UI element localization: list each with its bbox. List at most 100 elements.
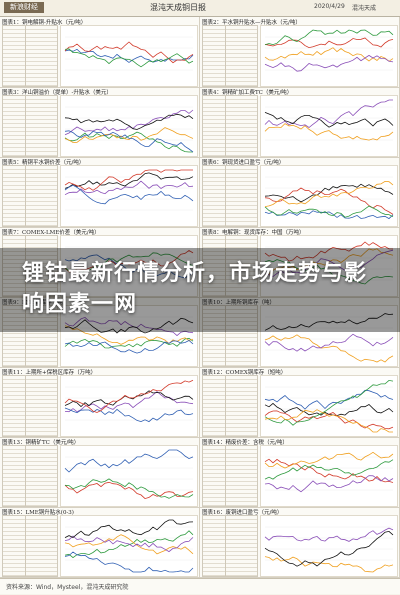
series-line xyxy=(264,249,394,277)
series-line xyxy=(264,37,394,49)
line-chart xyxy=(60,165,198,227)
series-line xyxy=(64,250,194,273)
report-date: 2020/4/29 xyxy=(314,3,345,10)
series-line xyxy=(64,169,193,191)
line-chart xyxy=(260,305,398,367)
line-chart xyxy=(60,95,198,157)
headline-banner[interactable]: 锂钴最新行情分析，市场走势与影响因素一网 xyxy=(0,248,400,332)
series-line xyxy=(64,478,194,499)
series-line xyxy=(264,241,394,262)
data-table xyxy=(2,305,58,367)
series-line xyxy=(264,248,394,276)
series-line xyxy=(264,180,394,207)
series-line xyxy=(64,130,194,153)
data-table xyxy=(2,515,58,577)
series-line xyxy=(264,99,393,128)
series-line xyxy=(264,389,394,410)
panel-title: 图表3：洋山铜溢价（提单）-升贴水（美元） xyxy=(2,90,112,96)
chart-panel: 图表11：上期所+保税区库存（万吨） xyxy=(0,367,200,438)
chart-panel: 图表6：铜现货进口盈亏（元/吨） xyxy=(200,157,400,228)
panel-title: 图表9：LME铜库存（吨） xyxy=(2,300,69,306)
panel-title: 图表4：铜精矿加工费TC（美元/吨） xyxy=(202,90,293,96)
series-line xyxy=(264,475,394,493)
series-line xyxy=(64,48,194,63)
series-line xyxy=(264,205,394,218)
chart-panel: 图表5：精铜平水铜价差（元/吨） xyxy=(0,157,200,228)
line-chart xyxy=(260,515,398,577)
series-line xyxy=(264,54,394,72)
data-table xyxy=(202,445,258,507)
series-line xyxy=(264,379,394,426)
panel-title: 图表11：上期所+保税区库存（万吨） xyxy=(2,370,97,376)
series-line xyxy=(64,481,194,500)
report-publisher: 混沌天成 xyxy=(352,5,377,12)
chart-panel: 图表14：精废价差：含税（元/吨） xyxy=(200,437,400,508)
report-header: 新浪财经 混沌天成铜日报 2020/4/29 混沌天成 xyxy=(0,0,400,17)
series-line xyxy=(264,210,394,220)
series-line xyxy=(64,337,194,349)
line-chart xyxy=(60,375,198,437)
series-line xyxy=(264,183,394,203)
chart-panel: 图表12：COMEX铜库存（短吨） xyxy=(200,367,400,438)
series-line xyxy=(64,180,194,196)
series-line xyxy=(264,29,394,46)
series-line xyxy=(64,530,194,559)
series-line xyxy=(64,407,194,423)
data-table xyxy=(2,375,58,437)
series-line xyxy=(64,41,194,64)
panel-title: 图表5：精铜平水铜价差（元/吨） xyxy=(2,160,85,166)
data-table xyxy=(202,95,258,157)
series-line xyxy=(64,325,194,345)
series-line xyxy=(264,458,394,483)
line-chart xyxy=(260,165,398,227)
data-table xyxy=(2,235,58,297)
chart-panel: 图表1：铜电解铜-升贴水（元/吨） xyxy=(0,17,200,88)
chart-panel: 图表10：上期所铜库存（吨） xyxy=(200,297,400,368)
chart-panel: 图表15：LME铜升贴水(0-3) xyxy=(0,507,200,578)
series-line xyxy=(264,47,394,62)
data-table xyxy=(202,305,258,367)
series-line xyxy=(264,333,394,352)
line-chart xyxy=(60,235,198,297)
data-table xyxy=(202,515,258,577)
series-line xyxy=(64,391,194,413)
panel-title: 图表14：精废价差：含税（元/吨） xyxy=(202,440,288,446)
series-line xyxy=(64,109,194,136)
series-line xyxy=(64,551,194,573)
series-line xyxy=(264,259,394,285)
series-line xyxy=(64,127,194,143)
report-footer: 资料来源：Wind，Mysteel，混沌天成研究院 xyxy=(0,578,400,595)
data-table xyxy=(2,165,58,227)
data-table xyxy=(2,95,58,157)
line-chart xyxy=(260,375,398,437)
panel-title: 图表7：COMEX-LME价差（美元/吨） xyxy=(2,230,100,236)
panel-title: 图表2：平水铜升贴水—升贴水（元/吨） xyxy=(202,20,301,26)
series-line xyxy=(264,123,394,141)
line-chart xyxy=(60,305,198,367)
series-line xyxy=(264,410,394,430)
line-chart xyxy=(260,25,398,87)
data-table xyxy=(2,25,58,87)
report-title: 混沌天成铜日报 xyxy=(150,3,206,12)
series-line xyxy=(64,131,193,153)
series-line xyxy=(64,48,194,68)
line-chart xyxy=(60,25,198,87)
series-line xyxy=(264,527,394,542)
series-line xyxy=(64,172,194,189)
series-line xyxy=(64,449,194,473)
chart-panel: 图表16：废铜进口盈亏（元/吨） xyxy=(200,507,400,578)
series-line xyxy=(264,409,393,433)
chart-grid: 图表1：铜电解铜-升贴水（元/吨） 图表2：平水铜升贴水—升贴水（元/吨） 图表3：… xyxy=(0,17,400,578)
series-line xyxy=(64,113,194,130)
series-line xyxy=(264,451,394,469)
data-table xyxy=(202,25,258,87)
data-table xyxy=(2,445,58,507)
series-line xyxy=(64,379,194,413)
chart-panel: 图表9：LME铜库存（吨） xyxy=(0,297,200,368)
panel-title: 图表16：废铜进口盈亏（元/吨） xyxy=(202,510,283,516)
headline-text[interactable]: 锂钴最新行情分析，市场走势与影响因素一网 xyxy=(22,261,368,317)
chart-panel: 图表7：COMEX-LME价差（美元/吨） xyxy=(0,227,200,298)
series-line xyxy=(264,334,394,363)
series-line xyxy=(64,316,194,337)
